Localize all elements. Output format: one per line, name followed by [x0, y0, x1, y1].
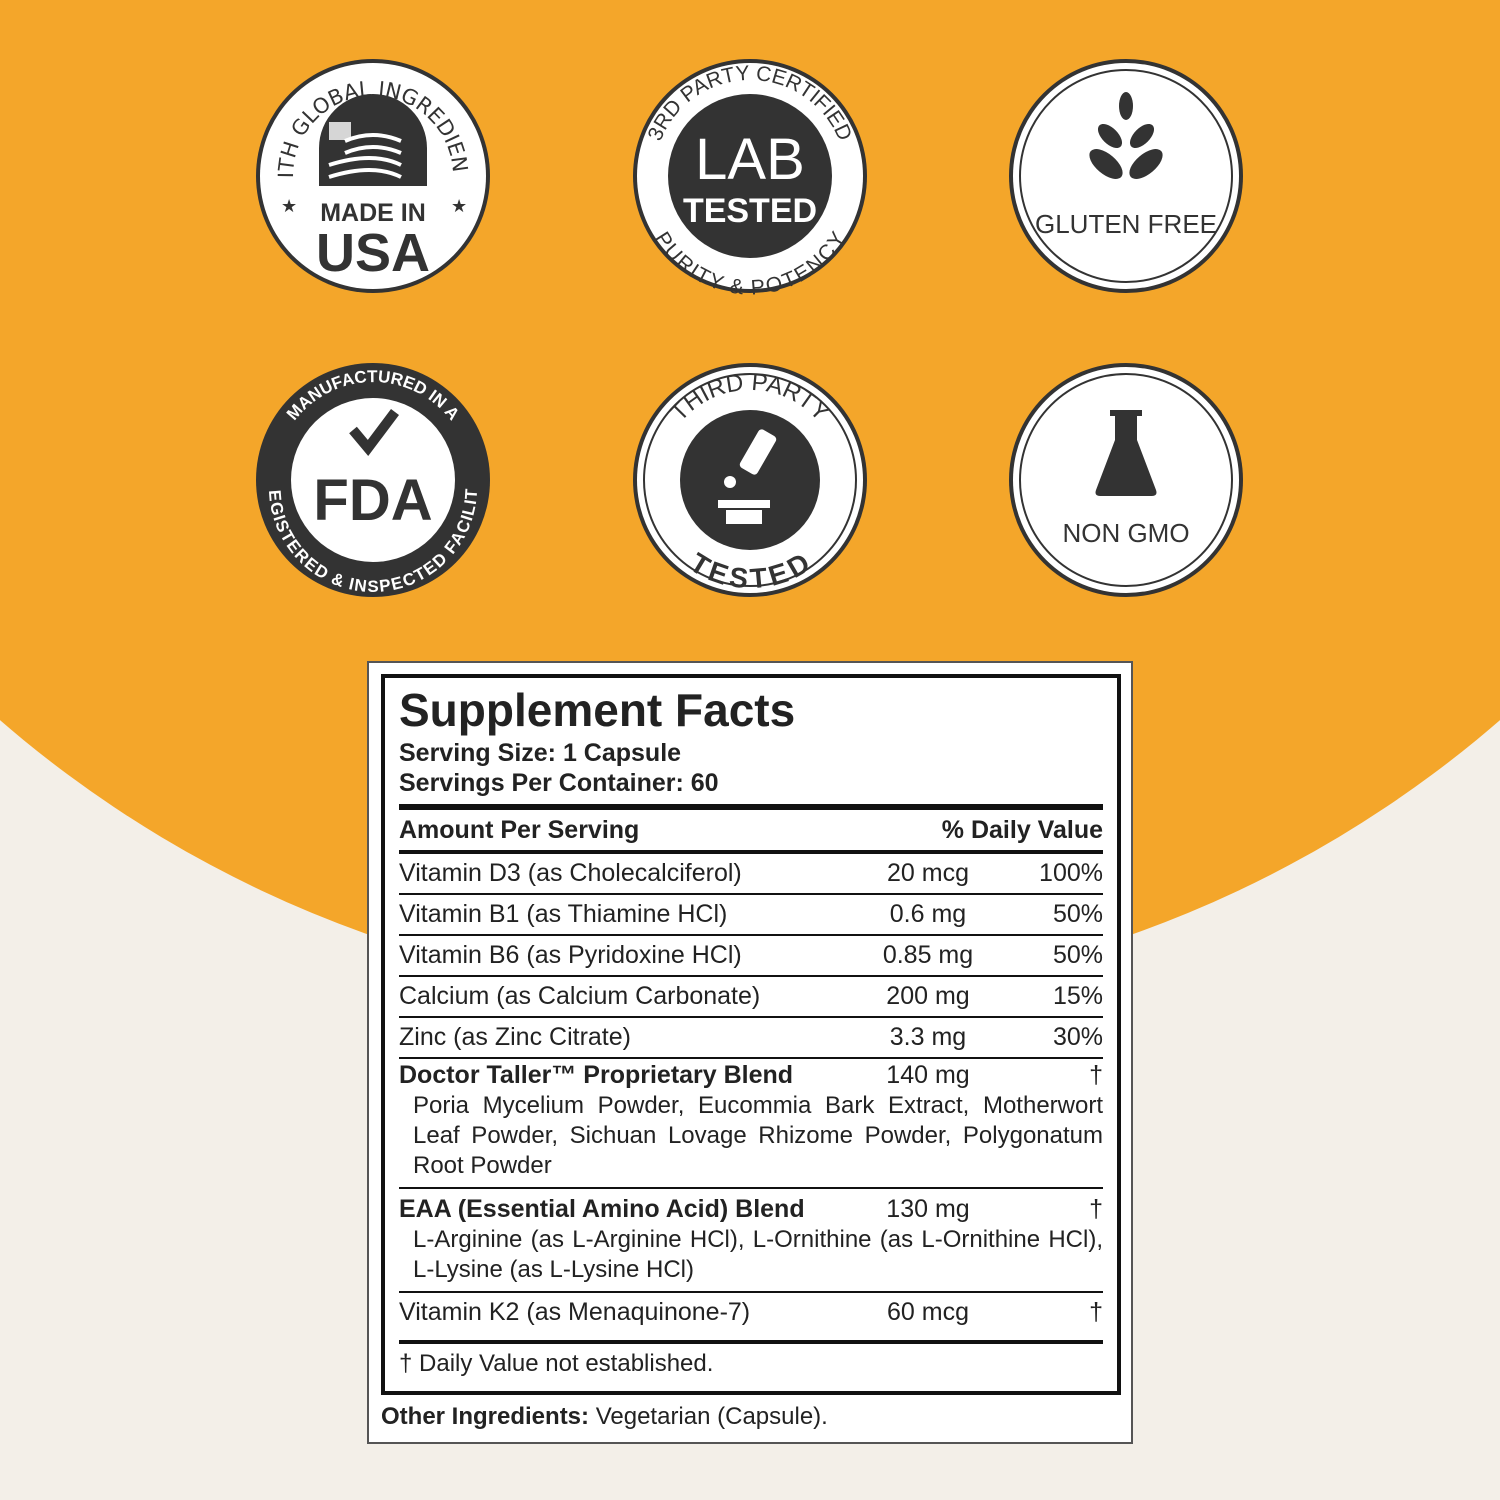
- lab-tested-badge: 3RD PARTY CERTIFIED PURITY & POTENCY LAB…: [633, 59, 867, 296]
- facts-title: Supplement Facts: [399, 684, 796, 736]
- nutrient-amount: 3.3 mg: [889, 1023, 967, 1051]
- nutrient-amount: 0.6 mg: [889, 900, 967, 928]
- blend-row: EAA (Essential Amino Acid) Blend 130 mg † …: [399, 1189, 1103, 1293]
- nutrient-row: Zinc (as Zinc Citrate) 3.3 mg 30%: [399, 1018, 1103, 1059]
- blend-row: Doctor Taller™ Proprietary Blend 140 mg † …: [399, 1057, 1103, 1189]
- nutrient-dv: 15%: [1052, 982, 1103, 1010]
- nutrient-name: Vitamin B1 (as Thiamine HCl): [399, 900, 728, 928]
- svg-text:GLUTEN FREE: GLUTEN FREE: [1035, 209, 1217, 239]
- svg-text:★: ★: [281, 196, 297, 216]
- nutrient-dv: 50%: [1052, 941, 1103, 969]
- nutrient-row: Vitamin B1 (as Thiamine HCl) 0.6 mg 50%: [399, 895, 1103, 936]
- non-gmo-badge: NON GMO: [1009, 363, 1243, 597]
- nutrient-name: Calcium (as Calcium Carbonate): [399, 982, 761, 1010]
- svg-text:FDA: FDA: [313, 468, 432, 533]
- nutrient-row: Calcium (as Calcium Carbonate) 200 mg 15%: [399, 977, 1103, 1018]
- svg-text:MADE IN: MADE IN: [320, 199, 426, 227]
- nutrient-amount: 0.85 mg: [882, 941, 974, 969]
- flask-icon: [1095, 410, 1157, 496]
- footnote: † Daily Value not established.: [399, 1340, 1103, 1384]
- microscope-icon: [718, 429, 777, 524]
- gluten-free-badge: GLUTEN FREE: [1009, 59, 1243, 293]
- third-party-tested-badge: THIRD PARTY TESTED: [633, 363, 867, 597]
- nutrient-dv: 50%: [1052, 900, 1103, 928]
- svg-text:★: ★: [451, 196, 467, 216]
- svg-text:TESTED: TESTED: [683, 192, 817, 230]
- facts-header-row: Amount Per Serving % Daily Value: [399, 810, 1103, 850]
- svg-text:LAB: LAB: [695, 127, 805, 192]
- supplement-facts-panel: Supplement Facts Serving Size: 1 Capsule…: [367, 661, 1133, 1444]
- nutrient-name: Zinc (as Zinc Citrate): [399, 1023, 631, 1051]
- fda-registered-badge: MANUFACTURED IN A REGISTERED & INSPECTED…: [253, 360, 490, 597]
- svg-text:NON GMO: NON GMO: [1062, 518, 1189, 548]
- svg-text:USA: USA: [316, 223, 430, 283]
- nutrient-dv: 30%: [1052, 1023, 1103, 1051]
- dv-header: % Daily Value: [941, 816, 1103, 844]
- servings-per-container: Servings Per Container: 60: [399, 769, 719, 797]
- nutrient-name: Vitamin D3 (as Cholecalciferol): [399, 859, 742, 887]
- checkmark-icon: [349, 409, 399, 457]
- nutrient-row: Vitamin D3 (as Cholecalciferol) 20 mcg 100…: [399, 854, 1103, 895]
- wheat-icon: [1089, 92, 1163, 179]
- nutrient-amount: 200 mg: [886, 982, 970, 1010]
- made-in-usa-badge: WITH GLOBAL INGREDIENTS ★★ MADE IN USA: [253, 56, 490, 293]
- nutrient-name: Vitamin B6 (as Pyridoxine HCl): [399, 941, 742, 969]
- amount-header: Amount Per Serving: [399, 816, 640, 844]
- other-ingredients: Other Ingredients: Vegetarian (Capsule).: [381, 1403, 828, 1430]
- nutrient-row: Vitamin B6 (as Pyridoxine HCl) 0.85 mg 50%: [399, 936, 1103, 977]
- serving-size: Serving Size: 1 Capsule: [399, 739, 682, 767]
- nutrient-amount: 20 mcg: [887, 859, 969, 887]
- nutrient-row: Vitamin K2 (as Menaquinone-7) 60 mcg †: [399, 1298, 1103, 1326]
- nutrient-dv: 100%: [1039, 859, 1103, 887]
